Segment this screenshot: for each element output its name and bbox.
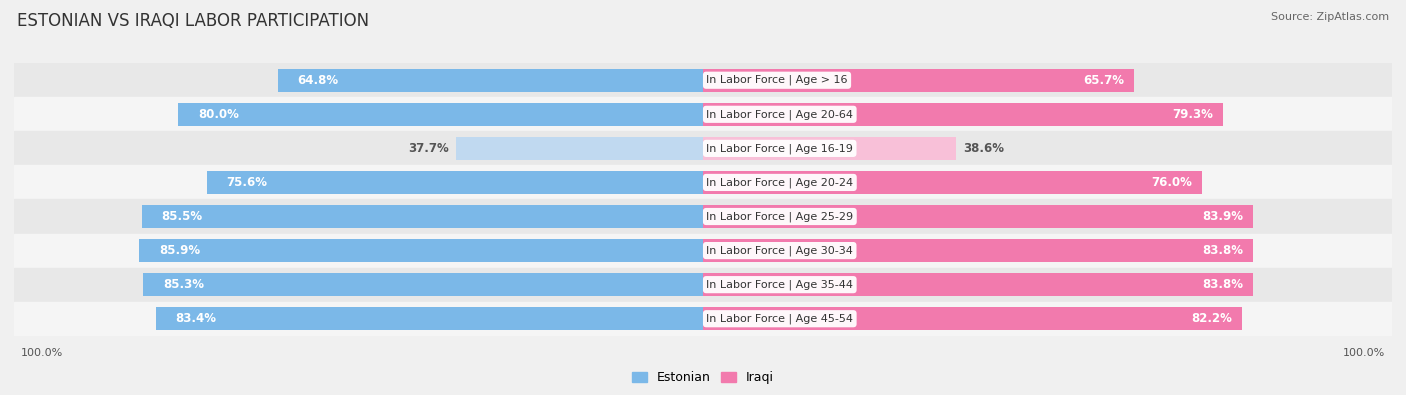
Text: 82.2%: 82.2% [1192, 312, 1233, 325]
Text: 76.0%: 76.0% [1152, 176, 1192, 189]
Text: ESTONIAN VS IRAQI LABOR PARTICIPATION: ESTONIAN VS IRAQI LABOR PARTICIPATION [17, 12, 368, 30]
Text: In Labor Force | Age 20-64: In Labor Force | Age 20-64 [706, 109, 853, 120]
Text: In Labor Force | Age 35-44: In Labor Force | Age 35-44 [706, 279, 853, 290]
Text: 85.5%: 85.5% [162, 210, 202, 223]
Bar [14, 199, 1392, 233]
Bar [14, 302, 1392, 336]
Bar [703, 239, 1253, 262]
Bar [703, 69, 1135, 92]
Bar [143, 273, 703, 296]
Text: 100.0%: 100.0% [21, 348, 63, 358]
Bar [14, 233, 1392, 268]
Bar [207, 171, 703, 194]
Text: 83.9%: 83.9% [1202, 210, 1244, 223]
Bar [703, 137, 956, 160]
Text: In Labor Force | Age > 16: In Labor Force | Age > 16 [706, 75, 848, 85]
Text: 83.8%: 83.8% [1202, 244, 1243, 257]
Bar [278, 69, 703, 92]
Text: In Labor Force | Age 30-34: In Labor Force | Age 30-34 [706, 245, 853, 256]
Bar [142, 205, 703, 228]
Text: 80.0%: 80.0% [198, 108, 239, 121]
Bar [703, 171, 1202, 194]
Bar [156, 307, 703, 330]
Bar [14, 63, 1392, 97]
Bar [14, 97, 1392, 131]
Text: 100.0%: 100.0% [1343, 348, 1385, 358]
Bar [456, 137, 703, 160]
Text: 79.3%: 79.3% [1173, 108, 1213, 121]
Text: 64.8%: 64.8% [298, 74, 339, 87]
Bar [139, 239, 703, 262]
Text: In Labor Force | Age 20-24: In Labor Force | Age 20-24 [706, 177, 853, 188]
Text: 37.7%: 37.7% [408, 142, 449, 155]
Text: 83.8%: 83.8% [1202, 278, 1243, 291]
Text: Source: ZipAtlas.com: Source: ZipAtlas.com [1271, 12, 1389, 22]
Text: 65.7%: 65.7% [1083, 74, 1125, 87]
Bar [703, 273, 1253, 296]
Text: In Labor Force | Age 45-54: In Labor Force | Age 45-54 [706, 314, 853, 324]
Text: 38.6%: 38.6% [963, 142, 1004, 155]
Text: 85.9%: 85.9% [159, 244, 200, 257]
Legend: Estonian, Iraqi: Estonian, Iraqi [627, 367, 779, 389]
Text: In Labor Force | Age 16-19: In Labor Force | Age 16-19 [706, 143, 853, 154]
Text: In Labor Force | Age 25-29: In Labor Force | Age 25-29 [706, 211, 853, 222]
Text: 83.4%: 83.4% [176, 312, 217, 325]
Text: 85.3%: 85.3% [163, 278, 204, 291]
Text: 75.6%: 75.6% [226, 176, 267, 189]
Bar [14, 268, 1392, 302]
Bar [179, 103, 703, 126]
Bar [703, 103, 1223, 126]
Bar [703, 205, 1254, 228]
Bar [14, 131, 1392, 166]
Bar [14, 166, 1392, 199]
Bar [703, 307, 1243, 330]
